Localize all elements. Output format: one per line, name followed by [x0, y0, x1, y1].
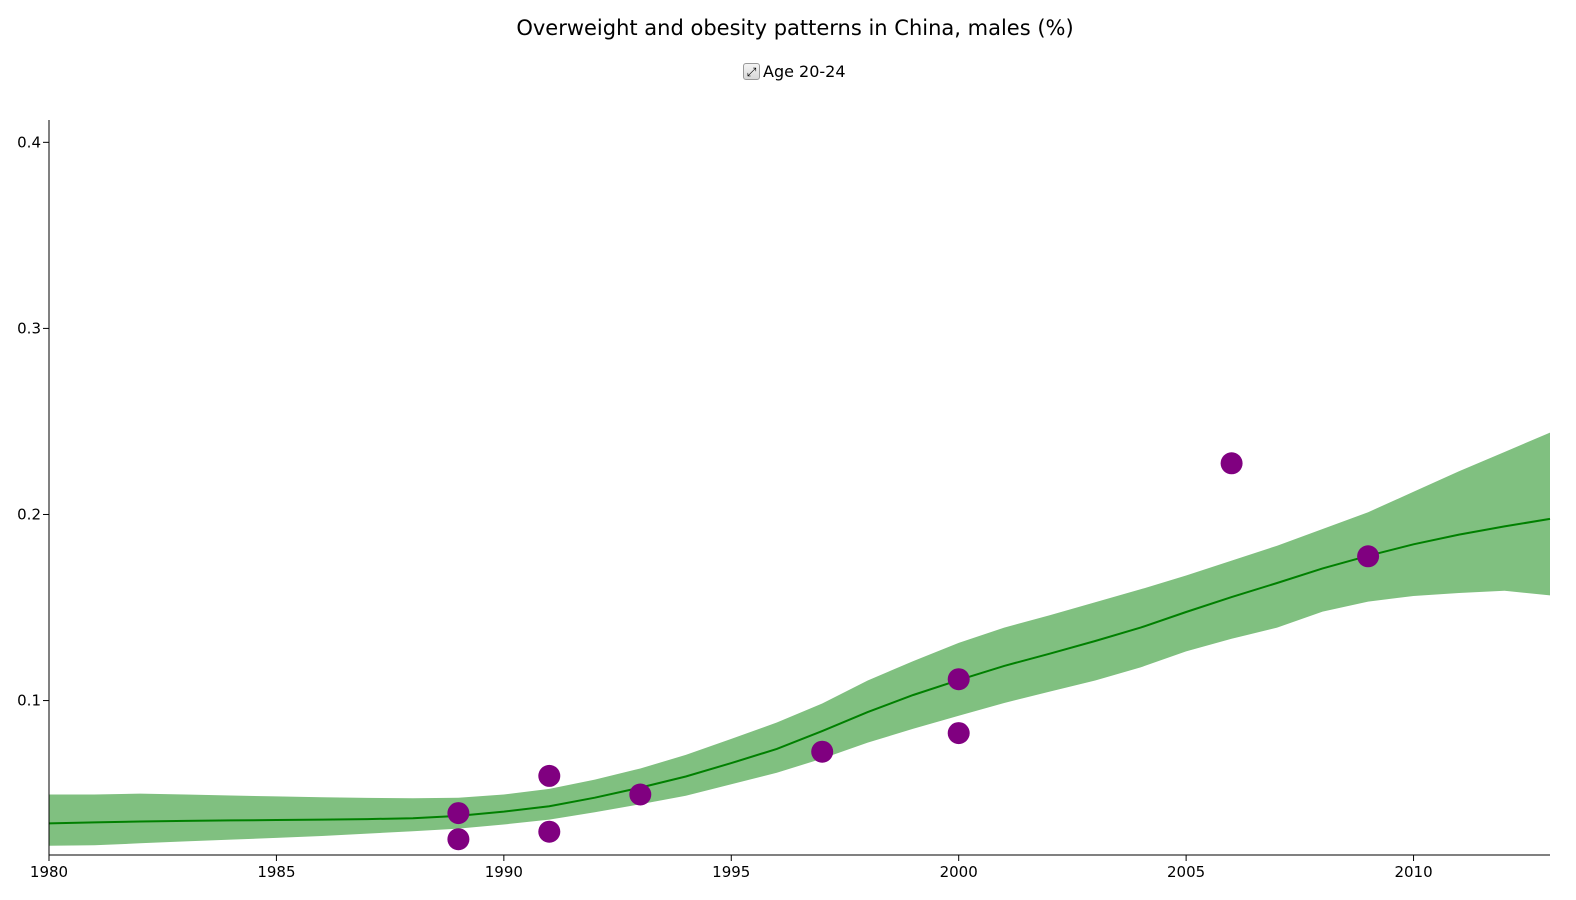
data-point[interactable] — [447, 828, 470, 851]
series-line — [48, 517, 1551, 825]
uncertainty-band — [49, 432, 1550, 846]
data-point[interactable] — [1357, 545, 1380, 568]
chart-title: Overweight and obesity patterns in China… — [516, 16, 1074, 40]
data-point[interactable] — [538, 820, 561, 843]
data-point[interactable] — [629, 783, 652, 806]
x-tick-label: 1980 — [30, 863, 68, 881]
x-tick-label: 1995 — [712, 863, 750, 881]
data-point[interactable] — [947, 668, 970, 691]
expand-arrows-icon[interactable]: ⤢ — [743, 63, 760, 80]
x-tick-label: 2005 — [1167, 863, 1205, 881]
data-point[interactable] — [1220, 452, 1243, 475]
data-point[interactable] — [947, 722, 970, 745]
y-tick-label: 0.3 — [17, 319, 41, 337]
y-tick-label: 0.4 — [17, 133, 41, 151]
x-tick-label: 2000 — [940, 863, 978, 881]
x-tick-label: 1985 — [257, 863, 295, 881]
x-tick-label: 2010 — [1394, 863, 1432, 881]
y-tick-label: 0.1 — [17, 692, 41, 710]
y-tick-label: 0.2 — [17, 505, 41, 523]
x-tick-label: 1990 — [485, 863, 523, 881]
legend-entry-age-20-24[interactable]: ⤢ Age 20-24 — [743, 62, 846, 81]
data-point[interactable] — [447, 802, 470, 825]
legend-label: Age 20-24 — [763, 62, 846, 81]
data-point[interactable] — [538, 764, 561, 787]
data-point[interactable] — [811, 740, 834, 763]
